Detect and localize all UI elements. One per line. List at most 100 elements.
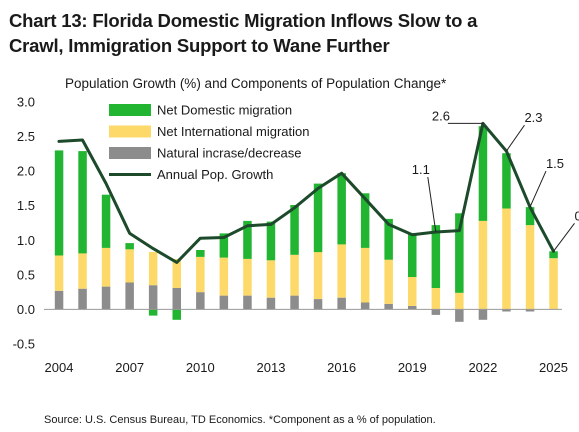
- legend-domestic-swatch: [109, 104, 151, 116]
- bar-domestic-2010: [196, 250, 205, 257]
- legend-natural-label: Natural incrase/decrease: [157, 146, 302, 161]
- bar-international-2005: [78, 253, 87, 289]
- bar-domestic-2008: [148, 309, 158, 316]
- bars-layer: [54, 126, 558, 322]
- bar-natural-2014: [290, 295, 299, 310]
- legend-natural-swatch: [109, 147, 151, 159]
- bar-domestic-2021: [455, 213, 464, 293]
- x-tick-label: 2010: [186, 360, 215, 375]
- bar-natural-2012: [243, 295, 252, 310]
- annotation-label-2020: 1.1: [412, 162, 430, 177]
- annotation-label-2024: 1.5: [546, 156, 564, 171]
- bar-international-2022: [478, 220, 488, 310]
- x-tick-label: 2019: [398, 360, 427, 375]
- legend-international-swatch: [109, 125, 151, 138]
- x-tick-label: 2016: [327, 360, 356, 375]
- x-tick-label: 2013: [257, 360, 286, 375]
- bar-natural-2004: [54, 290, 64, 310]
- bar-international-2004: [54, 255, 64, 291]
- bar-domestic-2019: [408, 233, 417, 277]
- bar-natural-2010: [196, 292, 205, 310]
- bar-domestic-2007: [125, 243, 134, 250]
- bar-international-2025: [549, 258, 558, 310]
- bar-natural-2016: [337, 297, 346, 310]
- bar-international-2023: [502, 208, 511, 310]
- legend-growth-label: Annual Pop. Growth: [157, 167, 273, 182]
- bar-natural-2006: [101, 286, 111, 310]
- chart-title: Chart 13: Florida Domestic Migration Inf…: [9, 8, 574, 58]
- bar-natural-2011: [219, 295, 229, 310]
- bar-domestic-2004: [54, 150, 64, 256]
- legend-international-label: Net International migration: [157, 124, 309, 139]
- growth-line-layer: [57, 121, 555, 264]
- y-axis: 3.0 2.5 2.0 1.5 1.0 0.5 0.0 -0.5: [13, 95, 35, 352]
- legend-domestic-label: Net Domestic migration: [157, 103, 292, 118]
- bar-domestic-2022: [478, 126, 488, 221]
- bar-natural-2018: [384, 303, 393, 310]
- bar-natural-2005: [78, 288, 87, 310]
- bar-international-2008: [148, 252, 158, 286]
- bar-natural-2015: [313, 299, 323, 310]
- annotation-leader-2025: [553, 223, 575, 252]
- bar-international-2007: [125, 249, 134, 283]
- annotation-label-2022: 2.6: [432, 108, 450, 123]
- bar-international-2019: [408, 276, 417, 306]
- y-tick-label: 1.0: [17, 233, 35, 248]
- y-tick-label: 0.5: [17, 267, 35, 282]
- bar-international-2014: [290, 254, 299, 296]
- bar-international-2009: [172, 259, 181, 288]
- bar-international-2015: [313, 252, 323, 299]
- bar-natural-2013: [266, 297, 276, 310]
- bar-domestic-2012: [243, 220, 252, 259]
- bar-domestic-2005: [78, 151, 87, 254]
- bar-domestic-2024: [525, 207, 535, 226]
- bar-natural-2024: [525, 309, 535, 312]
- bar-international-2006: [101, 247, 111, 287]
- bar-natural-2017: [360, 302, 370, 310]
- y-tick-label: 2.5: [17, 129, 35, 144]
- bar-international-2013: [266, 260, 276, 298]
- bar-natural-2022: [478, 309, 488, 320]
- bar-international-2011: [219, 257, 229, 296]
- y-tick-label: 2.0: [17, 164, 35, 179]
- bar-international-2024: [525, 225, 535, 310]
- annotation-leader-2024: [529, 170, 547, 208]
- bar-natural-2008: [148, 285, 158, 310]
- bar-international-2018: [384, 259, 393, 304]
- annotation-leader-2020: [427, 176, 437, 233]
- x-axis: 2004 2007 2010 2013 2016 2019 2022 2025: [45, 360, 568, 375]
- bar-international-2016: [337, 244, 346, 298]
- annotation-label-2025: 0.8: [574, 208, 579, 223]
- bar-domestic-2011: [219, 233, 229, 258]
- y-tick-label: 0.0: [17, 302, 35, 317]
- bar-natural-2021: [455, 309, 464, 322]
- bar-natural-2020: [431, 309, 441, 315]
- bar-domestic-2006: [101, 194, 111, 248]
- bar-domestic-2017: [360, 193, 370, 248]
- y-tick-label: 3.0: [17, 95, 35, 110]
- annotation-leader-2023: [505, 124, 525, 152]
- bar-international-2012: [243, 259, 252, 296]
- bar-domestic-2009: [172, 309, 181, 320]
- source-note: Source: U.S. Census Bureau, TD Economics…: [44, 414, 436, 426]
- bar-domestic-2013: [266, 221, 276, 261]
- bar-international-2020: [431, 288, 441, 310]
- x-tick-label: 2022: [468, 360, 497, 375]
- x-tick-label: 2025: [539, 360, 568, 375]
- bar-natural-2009: [172, 288, 181, 310]
- annotation-label-2023: 2.3: [524, 110, 542, 125]
- bar-domestic-2014: [290, 205, 299, 255]
- bar-international-2021: [455, 292, 464, 310]
- bar-domestic-2025: [549, 251, 558, 259]
- x-tick-label: 2007: [115, 360, 144, 375]
- bar-domestic-2023: [502, 153, 511, 209]
- annotations: 1.1 2.6 2.3 1.5 0.8: [412, 108, 579, 252]
- bar-domestic-2015: [313, 183, 323, 253]
- chart-title-line-2: Crawl, Immigration Support to Wane Furth…: [9, 35, 390, 56]
- bar-international-2017: [360, 247, 370, 303]
- x-tick-label: 2004: [45, 360, 74, 375]
- chart-title-line-1: Chart 13: Florida Domestic Migration Inf…: [9, 10, 478, 31]
- bar-natural-2007: [125, 282, 134, 310]
- bar-natural-2019: [408, 306, 417, 310]
